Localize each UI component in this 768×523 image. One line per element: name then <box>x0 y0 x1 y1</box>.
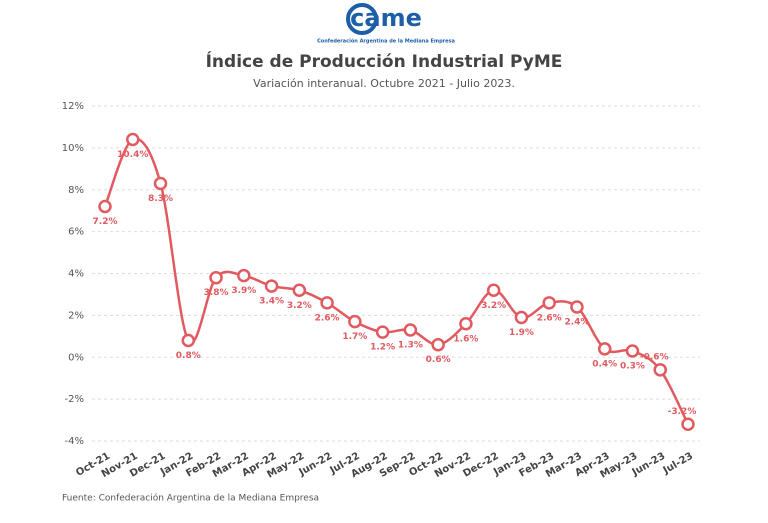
chart-title: Índice de Producción Industrial PyME <box>206 50 563 72</box>
value-label: -0.6% <box>640 352 669 362</box>
point <box>98 199 112 214</box>
value-label: 3.9% <box>231 286 256 296</box>
value-label: -3.2% <box>668 407 697 417</box>
y-tick-label: 8% <box>68 185 84 196</box>
value-label: 0.8% <box>176 351 201 361</box>
y-tick-label: -2% <box>65 394 84 405</box>
point <box>237 268 251 283</box>
x-tick-label: Jul-23 <box>661 451 695 477</box>
value-label: 7.2% <box>93 217 118 227</box>
point <box>153 176 168 191</box>
value-label: 8.3% <box>148 194 173 204</box>
point <box>542 296 556 310</box>
value-label: 2.4% <box>564 318 589 328</box>
point <box>292 283 307 297</box>
point <box>348 314 362 329</box>
value-label: 0.6% <box>426 355 451 365</box>
y-tick-label: 2% <box>68 310 84 321</box>
y-tick-label: 0% <box>68 352 84 363</box>
value-label: 2.6% <box>315 313 340 323</box>
point <box>681 417 695 431</box>
point <box>570 300 584 314</box>
chart-subtitle: Variación interanual. Octubre 2021 - Jul… <box>253 77 515 90</box>
value-label: 3.2% <box>287 301 312 311</box>
value-label: 3.8% <box>204 288 229 298</box>
point <box>431 337 445 352</box>
value-label: 1.3% <box>398 341 423 351</box>
point <box>486 283 501 297</box>
point <box>181 333 196 348</box>
value-label: 1.6% <box>453 334 478 344</box>
logo-text: came <box>350 4 422 32</box>
value-label: 0.4% <box>592 359 617 369</box>
value-label: 3.2% <box>481 301 506 311</box>
value-label: 10.4% <box>117 150 148 160</box>
line <box>103 137 690 425</box>
point <box>403 323 418 337</box>
point <box>653 363 667 377</box>
value-label: 3.4% <box>259 297 284 307</box>
y-tick-label: 6% <box>68 227 84 238</box>
value-label: 0.3% <box>620 361 645 371</box>
value-label: 1.2% <box>370 343 395 353</box>
y-tick-label: 10% <box>62 143 84 154</box>
source: Fuente: Confederación Argentina de la Me… <box>62 493 319 504</box>
y-tick-label: 12% <box>62 101 84 112</box>
point <box>459 317 473 331</box>
value-label: 1.9% <box>509 328 534 338</box>
point <box>625 344 640 358</box>
point <box>264 279 279 293</box>
logo-caption: Confederación Argentina de la Mediana Em… <box>317 38 455 45</box>
y-tick-label: -4% <box>65 436 84 447</box>
point <box>375 325 390 339</box>
logo-mark <box>346 3 378 35</box>
y-tick-label: 4% <box>68 269 84 280</box>
point <box>126 132 140 147</box>
point <box>320 296 334 310</box>
point <box>597 342 612 356</box>
point <box>209 270 223 285</box>
value-label: 2.6% <box>537 313 562 323</box>
value-label: 1.7% <box>342 332 367 342</box>
point <box>514 310 529 325</box>
